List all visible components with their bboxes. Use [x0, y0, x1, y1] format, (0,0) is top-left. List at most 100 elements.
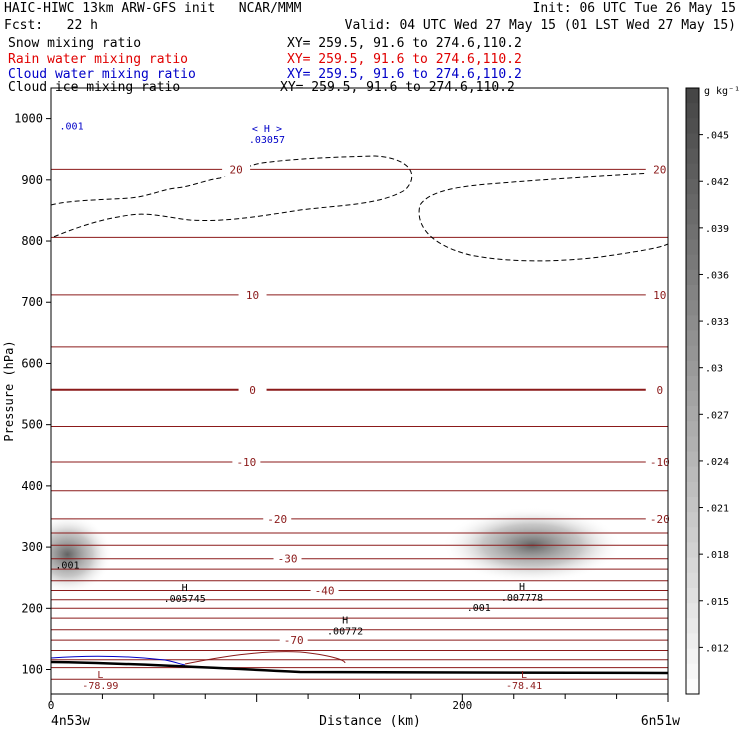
extremum-marker: < H >: [252, 124, 282, 135]
colorbar-band: [686, 421, 699, 437]
extremum-value: .005745: [164, 594, 206, 605]
colorbar-band: [686, 330, 699, 347]
colorbar-band: [686, 375, 699, 392]
x-tick-label: 0: [48, 699, 55, 712]
isotherm-label-bg: [222, 163, 251, 177]
isotherm-label: -20: [650, 513, 670, 526]
field-snow-xy: XY= 259.5, 91.6 to 274.6,110.2: [287, 36, 522, 51]
colorbar-band: [686, 663, 699, 680]
colorbar-band: [686, 497, 699, 513]
y-tick-label: 800: [21, 234, 43, 248]
colorbar-band: [686, 284, 699, 301]
cloud-ice-contour: [51, 155, 413, 239]
colorbar-band: [686, 436, 699, 453]
colorbar-band: [686, 633, 699, 650]
extremum-marker: H: [182, 583, 188, 594]
colorbar-band: [686, 587, 699, 604]
colorbar-band: [686, 542, 699, 559]
isotherm-label-bg: [645, 288, 674, 302]
colorbar-band: [686, 603, 699, 619]
colorbar-band: [686, 194, 699, 210]
colorbar-band: [686, 572, 699, 589]
temperature-isotherms: [51, 168, 668, 680]
field-snow-label: Snow mixing ratio: [8, 36, 142, 51]
isotherm-label-bg: [232, 456, 261, 470]
header-valid-time: Valid: 04 UTC Wed 27 May 15 (01 LST Wed …: [344, 18, 736, 33]
colorbar-tick-label: .036: [705, 270, 729, 281]
colorbar-frame: [685, 87, 700, 695]
snow-mixing-ratio-shading: [51, 507, 623, 595]
y-tick-label: 700: [21, 295, 43, 309]
colorbar-tick-label: .027: [705, 410, 729, 421]
colorbar-band: [686, 315, 699, 331]
colorbar-band: [686, 103, 699, 119]
colorbar: .045 .042 .039 .036 .033 .03 .027 .024 .021 .018.…: [685, 87, 729, 695]
colorbar-band: [686, 224, 699, 240]
colorbar-band: [686, 557, 699, 574]
y-tick-label: 100: [21, 663, 43, 677]
cloud-ice-contour: [418, 171, 668, 262]
extremum-value: -78.99: [82, 681, 118, 692]
isotherm-label: -20: [267, 513, 287, 526]
colorbar-tick-label: .015: [705, 597, 729, 608]
colorbar-band: [686, 269, 699, 286]
colorbar-tick-label: .033: [705, 317, 729, 328]
colorbar-band: [686, 360, 699, 377]
colorbar-tick-label: .03: [705, 364, 723, 375]
x-axis-label: Distance (km): [319, 714, 421, 729]
isotherm-label: 0: [249, 384, 256, 397]
y-tick-label: 900: [21, 173, 43, 187]
colorbar-band: [686, 345, 699, 362]
isotherm-label-bg: [279, 634, 308, 648]
field-cloud-water-xy: XY= 259.5, 91.6 to 274.6,110.2: [287, 67, 522, 82]
isotherm-label: 10: [653, 289, 666, 302]
field-cloud-water-label: Cloud water mixing ratio: [8, 67, 196, 82]
colorbar-band: [686, 678, 699, 695]
colorbar-band: [686, 239, 699, 256]
colorbar-band: [686, 300, 699, 316]
cloud-water-contour: [51, 655, 186, 666]
isotherm-label: -10: [236, 456, 256, 469]
cloud-ice-contours: [51, 155, 668, 675]
isotherm-label: 20: [653, 163, 666, 176]
colorbar-band: [686, 88, 699, 104]
colorbar-band: [686, 133, 699, 150]
colorbar-band: [686, 648, 699, 665]
colorbar-band: [686, 391, 699, 407]
colorbar-tick-label: .012: [705, 643, 729, 654]
colorbar-tick-label: .024: [705, 457, 729, 468]
colorbar-tick-label: .042: [705, 177, 729, 188]
colorbar-band: [686, 148, 699, 165]
extremum-marker: L: [97, 670, 103, 681]
colorbar-band: [686, 481, 699, 498]
colorbar-tick-label: .018: [705, 550, 729, 561]
colorbar-band: [686, 527, 699, 543]
colorbar-band: [686, 163, 699, 180]
isotherm-label: 20: [229, 163, 242, 176]
contour-label: .001: [55, 561, 79, 572]
plot-frame: [50, 87, 669, 695]
y-tick-label: 300: [21, 540, 43, 554]
extremum-value: .007778: [501, 593, 543, 604]
isotherm-label-bg: [238, 288, 267, 302]
colorbar-band: [686, 618, 699, 634]
terrain-surface: [51, 660, 668, 675]
isotherm-label: -70: [284, 634, 304, 647]
isotherm-label-bg: [645, 383, 674, 397]
x-tick-label: 200: [452, 699, 472, 712]
isotherm-label: 10: [246, 289, 259, 302]
colorbar-band: [686, 209, 699, 225]
field-rain-xy: XY= 259.5, 91.6 to 274.6,110.2: [287, 52, 522, 67]
y-tick-label: 200: [21, 601, 43, 615]
colorbar-tick-label: .039: [705, 224, 729, 235]
isotherm-label-bg: [310, 584, 339, 598]
isotherm-label: 0: [656, 384, 663, 397]
colorbar-unit-label: g kg⁻¹: [704, 86, 740, 97]
extremum-marker: H: [519, 582, 525, 593]
extremum-marker: L: [521, 670, 527, 681]
y-tick-label: 500: [21, 418, 43, 432]
header-init-time: Init: 06 UTC Tue 26 May 15: [532, 1, 737, 16]
colorbar-tick-label: .021: [705, 504, 729, 515]
